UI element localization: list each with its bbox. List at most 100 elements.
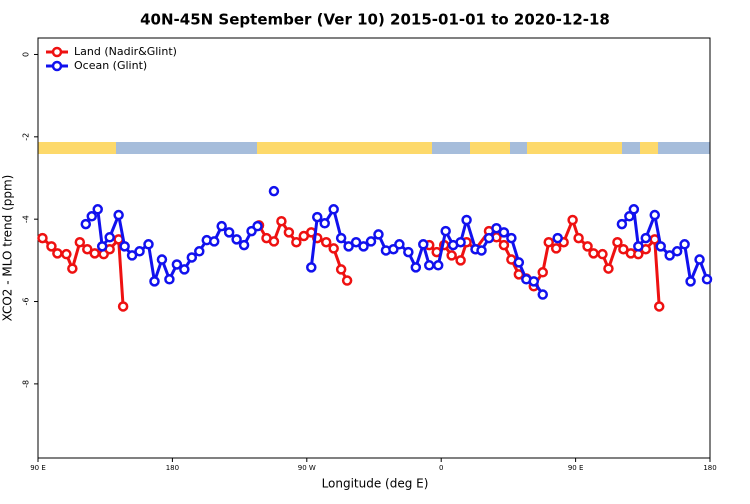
- legend-label: Land (Nadir&Glint): [74, 45, 177, 58]
- point: [319, 218, 330, 229]
- point: [335, 264, 347, 275]
- y-tick-label: 0: [22, 52, 31, 57]
- y-tick-label: -4: [22, 215, 31, 223]
- point: [446, 250, 457, 261]
- point: [552, 232, 563, 244]
- point: [418, 239, 429, 250]
- strip-land: [527, 142, 622, 154]
- point: [291, 236, 302, 248]
- y-axis-label: XCO2 - MLO trend (ppm): [1, 175, 15, 322]
- point: [653, 301, 665, 312]
- point: [588, 248, 599, 259]
- point: [582, 241, 593, 252]
- point: [633, 241, 644, 252]
- point: [543, 236, 554, 248]
- point: [86, 211, 98, 222]
- y-tick-label: -8: [22, 380, 31, 388]
- x-tick-label: 90 W: [298, 464, 316, 472]
- point: [238, 239, 250, 251]
- point: [104, 232, 115, 243]
- point: [537, 267, 548, 278]
- point: [156, 254, 168, 265]
- point: [320, 236, 332, 248]
- point: [649, 209, 660, 221]
- strip-land: [640, 142, 658, 154]
- legend-marker: [51, 46, 63, 58]
- point: [179, 264, 190, 275]
- point: [567, 214, 578, 226]
- point: [498, 239, 510, 251]
- point: [455, 255, 466, 266]
- point: [92, 204, 103, 215]
- point: [550, 243, 562, 254]
- point: [52, 248, 63, 259]
- point: [231, 234, 242, 245]
- legend-marker: [51, 60, 63, 72]
- point: [373, 229, 384, 240]
- point: [134, 246, 145, 257]
- point: [410, 262, 422, 273]
- y-tick-label: -2: [22, 133, 31, 141]
- point: [616, 218, 628, 230]
- point: [171, 259, 183, 270]
- x-tick-label: 180: [703, 464, 716, 472]
- x-axis-label: Longitude (deg E): [322, 477, 429, 491]
- point: [628, 204, 640, 215]
- land-ocean-strip: [38, 142, 710, 154]
- x-tick-label: 0: [439, 464, 443, 472]
- point: [694, 254, 705, 265]
- series-line: [41, 215, 661, 307]
- point: [37, 232, 48, 244]
- point: [283, 227, 295, 238]
- point: [506, 232, 517, 244]
- point: [67, 263, 78, 274]
- point: [365, 236, 377, 247]
- point: [216, 220, 227, 232]
- point: [701, 274, 713, 285]
- point: [573, 232, 584, 244]
- point: [440, 225, 451, 237]
- strip-land: [257, 142, 432, 154]
- point: [655, 241, 666, 252]
- point: [671, 246, 683, 257]
- point: [403, 246, 414, 258]
- x-tick-label: 90 E: [568, 464, 584, 472]
- point: [498, 227, 510, 238]
- chart-title: 40N-45N September (Ver 10) 2015-01-01 to…: [140, 11, 610, 29]
- point: [461, 214, 472, 226]
- point: [618, 243, 629, 255]
- point: [119, 241, 130, 252]
- point: [394, 239, 405, 250]
- x-tick-label: 90 E: [30, 464, 46, 472]
- point: [537, 289, 548, 300]
- point: [74, 236, 86, 248]
- y-tick-label: -6: [22, 298, 31, 306]
- point: [276, 215, 287, 227]
- point: [126, 250, 138, 261]
- point: [335, 232, 347, 244]
- point: [343, 241, 354, 252]
- x-tick-label: 180: [166, 464, 179, 472]
- point: [89, 248, 100, 259]
- point: [306, 262, 317, 273]
- point: [143, 239, 154, 250]
- point: [640, 232, 652, 244]
- point: [597, 248, 608, 260]
- point: [164, 274, 175, 285]
- point: [82, 243, 93, 255]
- point: [328, 243, 339, 254]
- point: [685, 276, 696, 287]
- point: [528, 276, 540, 287]
- point: [61, 248, 72, 260]
- point: [96, 241, 108, 252]
- point: [513, 257, 525, 268]
- point: [80, 218, 92, 230]
- point: [149, 276, 160, 287]
- point: [208, 236, 220, 247]
- point: [341, 275, 353, 286]
- point: [624, 211, 635, 222]
- point: [268, 236, 280, 247]
- point: [350, 236, 362, 248]
- point: [223, 227, 235, 238]
